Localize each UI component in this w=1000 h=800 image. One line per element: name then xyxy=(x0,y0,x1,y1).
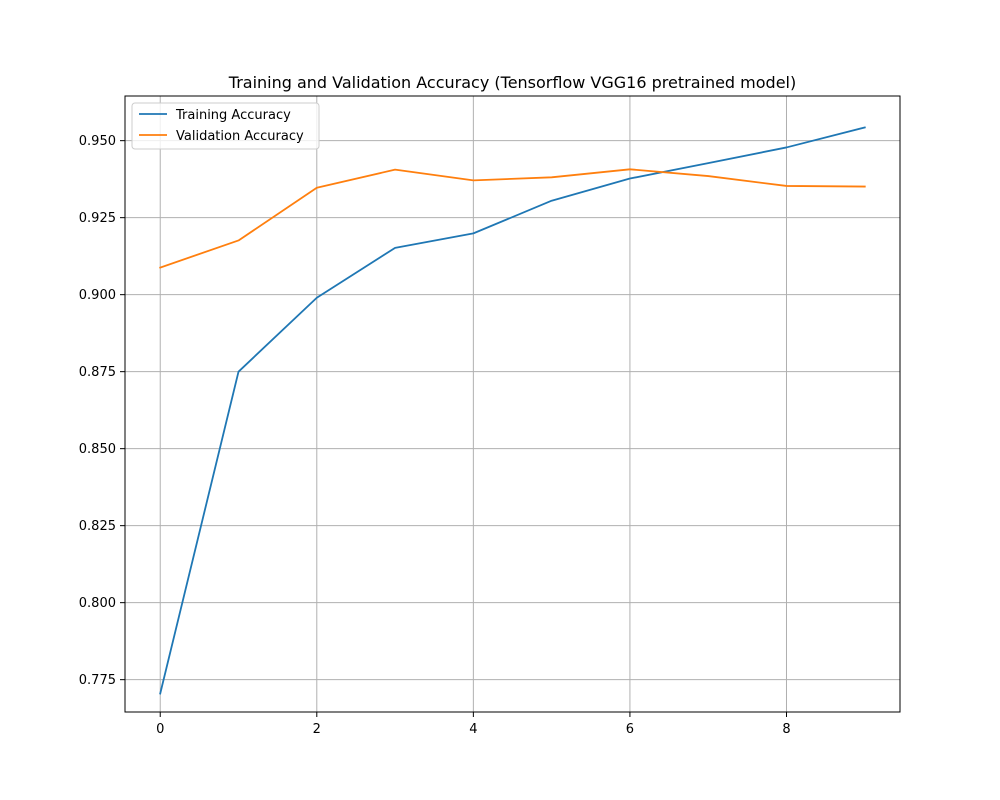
y-tick-label: 0.925 xyxy=(79,211,116,226)
x-tick-label: 4 xyxy=(469,722,477,737)
x-tick-label: 0 xyxy=(156,722,164,737)
y-tick-label: 0.825 xyxy=(79,519,116,534)
plot-frame xyxy=(124,95,901,713)
y-tick-label: 0.900 xyxy=(79,288,116,303)
y-tick-label: 0.875 xyxy=(79,365,116,380)
x-tick-label: 6 xyxy=(626,722,634,737)
legend: Training Accuracy Validation Accuracy xyxy=(131,102,320,150)
y-tick-label: 0.775 xyxy=(79,673,116,688)
series-line-validation-accuracy xyxy=(159,168,866,269)
y-tick-label: 0.950 xyxy=(79,134,116,149)
grid-layer xyxy=(125,96,900,712)
series-line-training-accuracy xyxy=(159,126,866,695)
chart-title: Training and Validation Accuracy (Tensor… xyxy=(228,73,796,92)
x-tick-label: 2 xyxy=(313,722,321,737)
x-tick-label: 8 xyxy=(782,722,790,737)
legend-label-validation: Validation Accuracy xyxy=(176,129,304,144)
series-layer xyxy=(159,126,866,695)
y-tick-label: 0.800 xyxy=(79,596,116,611)
legend-label-training: Training Accuracy xyxy=(175,108,291,123)
legend-box xyxy=(131,102,320,150)
y-tick-label: 0.850 xyxy=(79,442,116,457)
ticks-layer: 0 2 4 6 8 0.775 0.800 0.825 0.850 0.875 0.900 0.925… xyxy=(79,134,791,737)
